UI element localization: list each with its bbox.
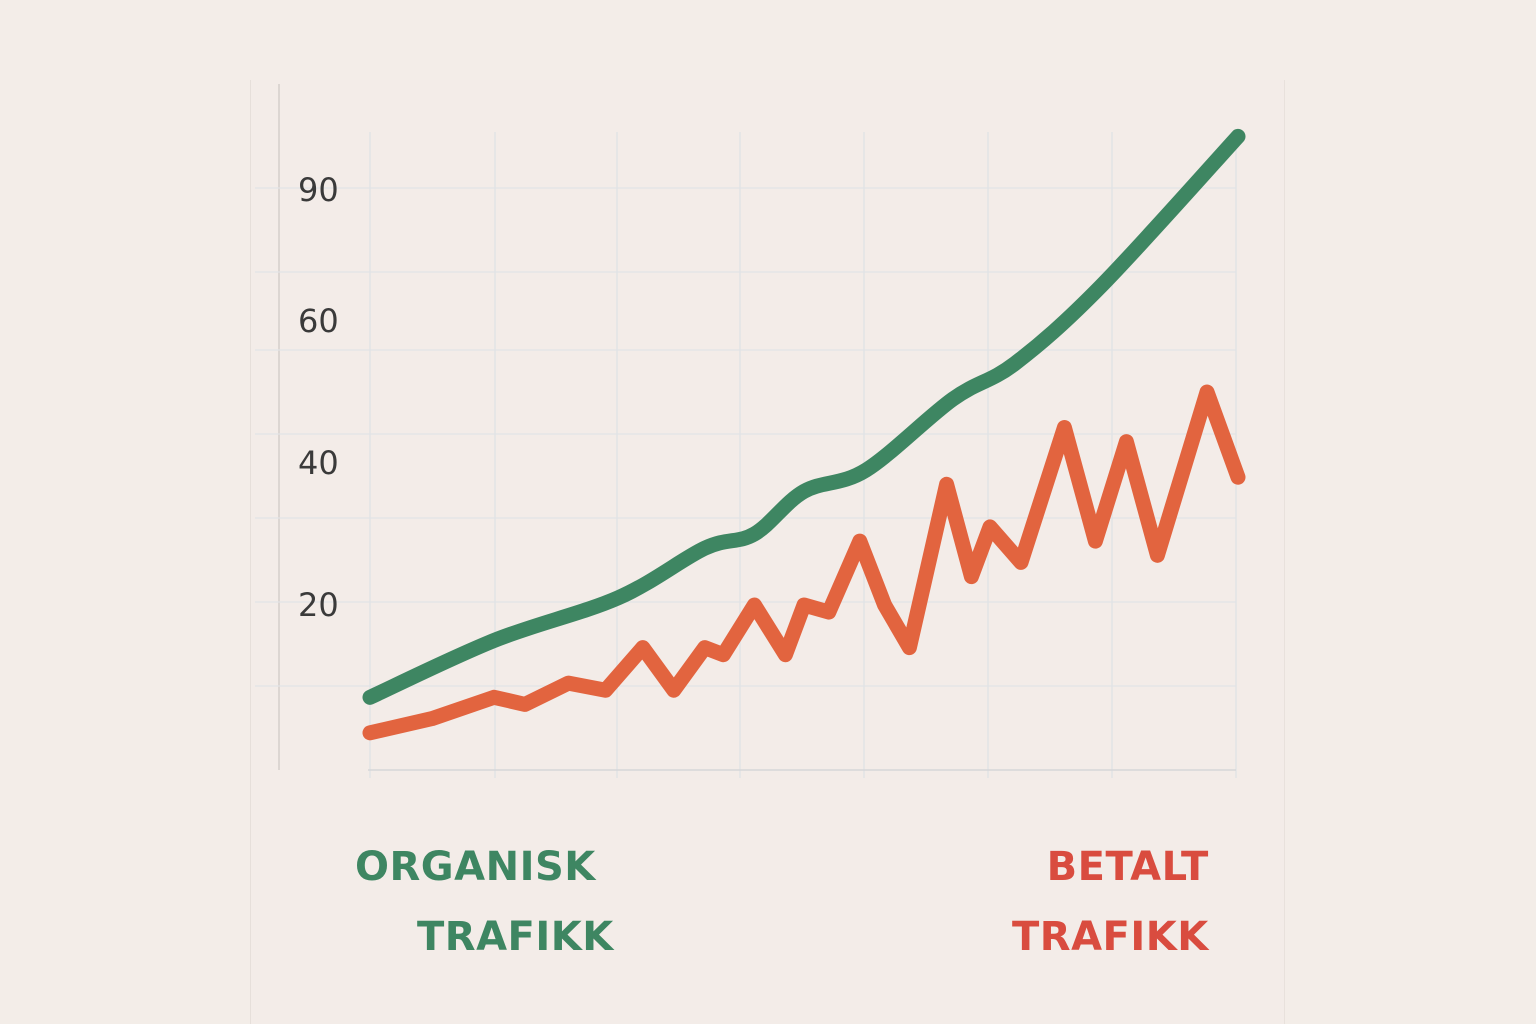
organic-traffic-line bbox=[362, 128, 1246, 705]
y-tick-label-60: 60 bbox=[298, 302, 339, 340]
y-tick-label-90: 90 bbox=[298, 171, 339, 209]
y-axis-line bbox=[278, 84, 280, 770]
legend-organic-line2: TRAFIKK bbox=[417, 914, 614, 960]
gridlines bbox=[255, 132, 1237, 778]
paid-traffic-line bbox=[362, 384, 1246, 741]
y-tick-label-20: 20 bbox=[298, 586, 339, 624]
legend-paid-line1: BETALT bbox=[1046, 844, 1209, 890]
legend-paid-line2: TRAFIKK bbox=[1012, 914, 1209, 960]
legend-paid-traffic: BETALT TRAFIKK bbox=[1012, 832, 1209, 972]
legend-organic-traffic: ORGANISK TRAFIKK bbox=[355, 832, 614, 972]
legend-organic-line1: ORGANISK bbox=[355, 844, 596, 890]
y-tick-label-40: 40 bbox=[298, 444, 339, 482]
